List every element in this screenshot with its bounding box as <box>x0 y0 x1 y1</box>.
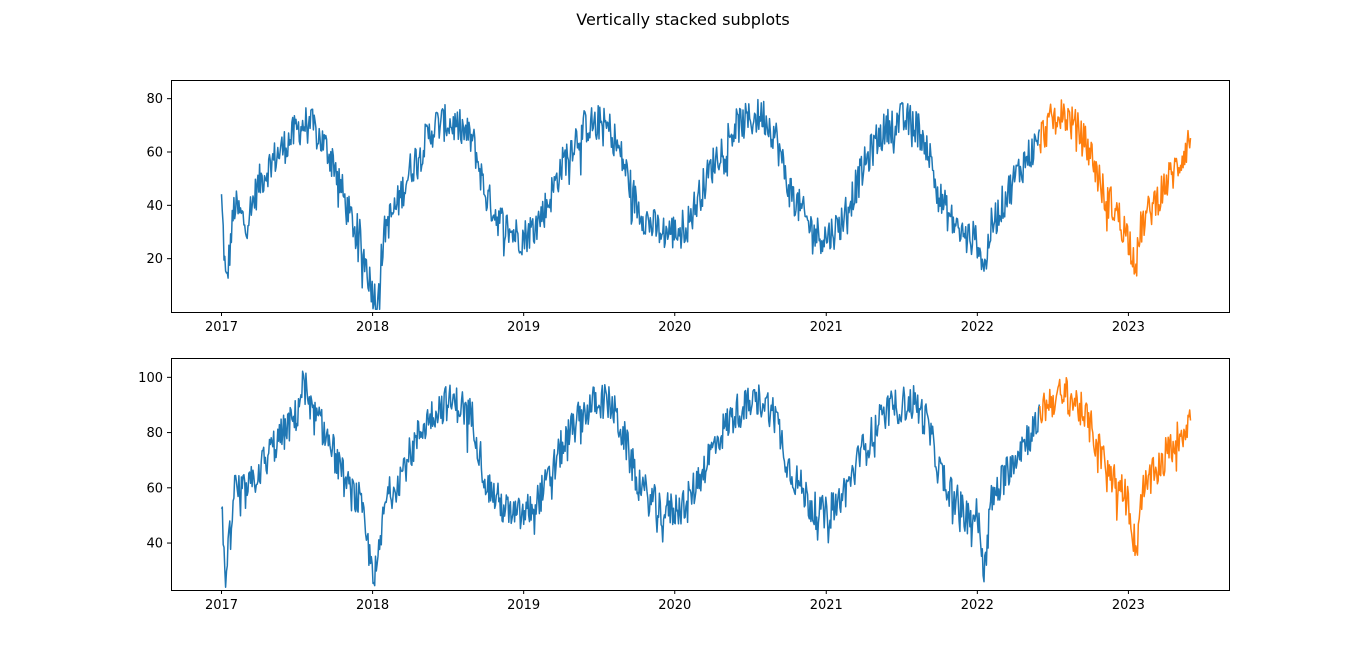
x-tick-label: 2019 <box>507 320 540 335</box>
axes-ticks-bottom: 2017 2018 2019 2020 2021 2022 2023 40 60 80 100 <box>138 371 1145 613</box>
x-tick-label: 2020 <box>658 598 691 613</box>
x-tick-label: 2018 <box>356 320 389 335</box>
x-tick-label: 2019 <box>507 598 540 613</box>
y-tick-label: 60 <box>146 146 163 161</box>
subplot-top: 2017 2018 2019 2020 2021 2022 2023 20 40 60 80 <box>146 80 1230 335</box>
x-tick-label: 2023 <box>1112 598 1145 613</box>
plot-area-bottom <box>220 370 1192 588</box>
y-tick-label: 40 <box>146 199 163 214</box>
x-tick-label: 2018 <box>356 598 389 613</box>
x-tick-label: 2023 <box>1112 320 1145 335</box>
axes-frame-bottom <box>171 358 1230 591</box>
x-tick-label: 2022 <box>961 598 994 613</box>
x-tick-label: 2020 <box>658 320 691 335</box>
axes-frame-top <box>171 80 1230 313</box>
y-tick-label: 20 <box>146 252 163 267</box>
x-tick-label: 2022 <box>961 320 994 335</box>
y-tick-label: 80 <box>146 426 163 441</box>
x-tick-label: 2021 <box>810 598 843 613</box>
series-line-2 <box>1039 99 1192 277</box>
axes-ticks-top: 2017 2018 2019 2020 2021 2022 2023 20 40 60 80 <box>146 92 1145 335</box>
y-tick-label: 80 <box>146 92 163 107</box>
y-tick-label: 40 <box>146 537 163 552</box>
subplot-bottom: 2017 2018 2019 2020 2021 2022 2023 40 60 80 100 <box>138 358 1230 613</box>
y-tick-label: 100 <box>138 371 163 386</box>
x-tick-label: 2021 <box>810 320 843 335</box>
series-line-2 <box>1039 376 1192 557</box>
x-tick-label: 2017 <box>205 598 238 613</box>
series-line-1 <box>220 370 1041 588</box>
plot-area-top <box>220 98 1192 311</box>
series-line-1 <box>220 98 1041 311</box>
y-tick-label: 60 <box>146 481 163 496</box>
x-tick-label: 2017 <box>205 320 238 335</box>
figure-title: Vertically stacked subplots <box>576 10 790 29</box>
